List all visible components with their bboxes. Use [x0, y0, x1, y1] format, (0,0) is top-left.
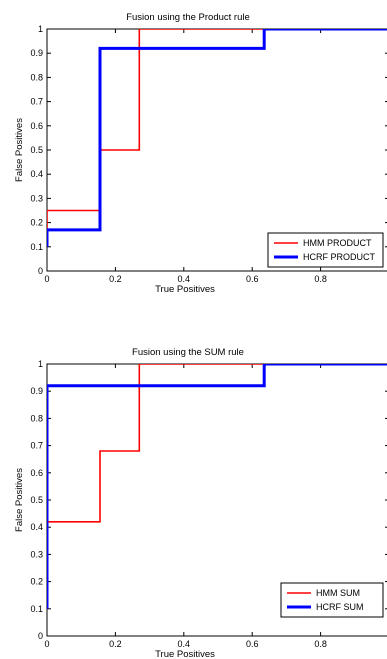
- x-tick-label: 0.2: [109, 639, 122, 649]
- x-tick-label: 0.2: [109, 274, 122, 284]
- chart-title: Fusion using the Product rule: [126, 12, 250, 23]
- y-tick-label: 0.7: [30, 441, 43, 451]
- y-tick-label: 0.5: [30, 145, 43, 155]
- y-tick-label: 0.4: [30, 522, 43, 532]
- y-tick-label: 0.9: [30, 48, 43, 58]
- x-tick-label: 0.6: [246, 639, 259, 649]
- x-tick-label: 0: [44, 274, 49, 284]
- legend-label-2: HCRF PRODUCT: [303, 252, 375, 262]
- y-tick-label: 0: [38, 631, 43, 641]
- y-tick-label: 0.1: [30, 242, 43, 252]
- series-line-1: [47, 29, 387, 247]
- y-tick-label: 0.4: [30, 169, 43, 179]
- x-tick-label: 0: [44, 639, 49, 649]
- y-tick-label: 0.2: [30, 218, 43, 228]
- y-tick-label: 1: [38, 359, 43, 369]
- legend-box: [280, 582, 384, 618]
- y-tick-label: 0.1: [30, 604, 43, 614]
- series-line-2: [47, 364, 387, 609]
- y-tick-label: 0.6: [30, 468, 43, 478]
- y-tick-label: 0.3: [30, 193, 43, 203]
- chart-panel-1: 0 0.2 0.4 0.6 0.8 0 0.1 0.2 0.3 0.4 0.5 0.6 0.7 0.8 0.…: [14, 12, 387, 295]
- y-tick-label: 0.8: [30, 413, 43, 423]
- chart-panel-2: 0 0.2 0.4 0.6 0.8 0 0.1 0.2 0.3 0.4 0.5 0.6 0.7 0.8 0.…: [14, 347, 387, 659]
- x-tick-label: 0.6: [246, 274, 259, 284]
- legend-label-2: HCRF SUM: [316, 602, 364, 612]
- x-tick-label: 0.8: [314, 274, 327, 284]
- x-axis-label: True Positives: [155, 284, 215, 295]
- legend-label-1: HMM SUM: [316, 588, 360, 598]
- y-tick-label: 0.2: [30, 577, 43, 587]
- series-group: [47, 364, 387, 609]
- y-tick-label: 0.6: [30, 121, 43, 131]
- y-tick-label: 0.7: [30, 97, 43, 107]
- y-tick-label: 0: [38, 266, 43, 276]
- chart-title: Fusion using the SUM rule: [132, 347, 244, 358]
- legend-box: [267, 232, 384, 268]
- series-group: [47, 29, 387, 247]
- y-tick-label: 0.3: [30, 549, 43, 559]
- x-tick-label: 0.4: [178, 639, 191, 649]
- x-tick-label: 0.8: [314, 639, 327, 649]
- y-tick-label: 0.8: [30, 72, 43, 82]
- y-tick-label: 1: [38, 24, 43, 34]
- x-tick-label: 0.4: [178, 274, 191, 284]
- y-axis-label: False Positives: [14, 118, 25, 182]
- series-line-2: [47, 29, 387, 247]
- y-tick-label: 0.9: [30, 386, 43, 396]
- legend-label-1: HMM PRODUCT: [303, 238, 372, 248]
- series-line-1: [47, 364, 387, 609]
- y-tick-label: 0.5: [30, 495, 43, 505]
- y-axis-label: False Positives: [14, 468, 25, 532]
- x-axis-label: True Positives: [155, 649, 215, 659]
